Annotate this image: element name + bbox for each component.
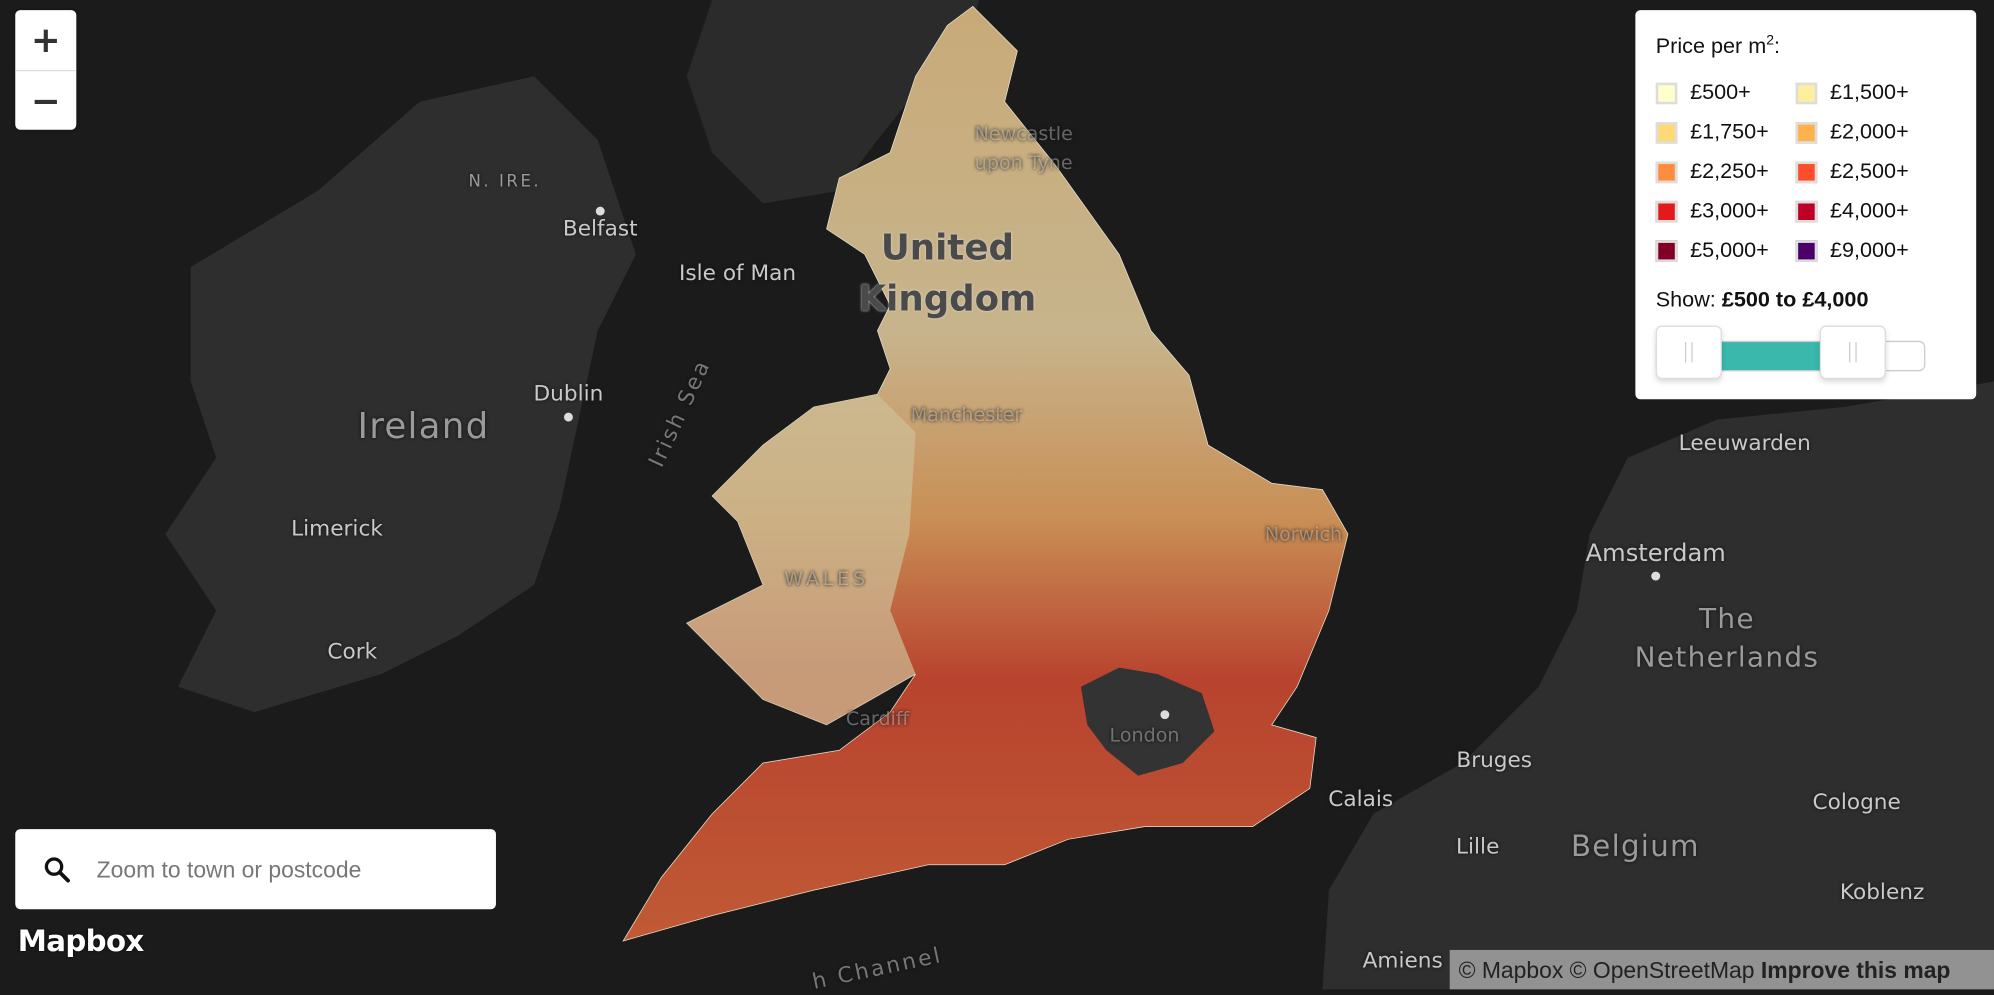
place-label: Belfast — [562, 216, 638, 242]
legend-label: £9,000+ — [1829, 238, 1909, 263]
legend-item: £2,500+ — [1795, 159, 1936, 186]
search-box — [15, 829, 496, 912]
zoom-in-button[interactable]: + — [15, 10, 76, 70]
legend-item: £1,500+ — [1795, 80, 1936, 107]
country-label: Belgium — [1570, 830, 1700, 864]
place-label: upon Tyne — [974, 151, 1073, 175]
legend-swatch — [1655, 82, 1678, 104]
legend-label: £4,000+ — [1829, 198, 1909, 223]
legend-title-sup: 2 — [1766, 33, 1775, 49]
attribution: © Mapbox © OpenStreetMap Improve this ma… — [1449, 949, 1994, 990]
price-range-slider[interactable] — [1655, 325, 1928, 381]
legend-swatch — [1655, 200, 1678, 223]
place-label: United — [880, 226, 1014, 269]
place-label: Kingdom — [858, 277, 1037, 320]
place-label: Netherlands — [1634, 642, 1820, 674]
mapbox-attribution-link[interactable]: © Mapbox — [1458, 957, 1564, 984]
legend-item: £2,250+ — [1655, 159, 1796, 186]
europe-land — [1322, 381, 1994, 990]
wales-region — [686, 394, 916, 725]
place-label: Isle of Man — [679, 260, 797, 287]
place-label: Norwich — [1264, 522, 1343, 546]
improve-map-link[interactable]: Improve this map — [1760, 957, 1951, 984]
zoom-out-button[interactable]: − — [15, 69, 77, 130]
country-label: The Netherlands — [1635, 602, 1820, 678]
legend-label: £1,750+ — [1690, 119, 1769, 144]
legend-swatch — [1795, 82, 1818, 104]
zoom-control: + − — [15, 10, 77, 130]
place-label: London — [1109, 723, 1180, 747]
ireland-land — [165, 76, 636, 713]
scotland-land — [686, 0, 980, 204]
legend-swatch — [1795, 200, 1818, 223]
osm-attribution-link[interactable]: © OpenStreetMap — [1569, 957, 1755, 984]
legend-label: £2,000+ — [1829, 119, 1909, 144]
place-label: Lille — [1456, 834, 1500, 860]
place-label: Limerick — [291, 516, 383, 542]
place-label: Amiens — [1362, 948, 1443, 975]
place-label: Koblenz — [1839, 880, 1925, 906]
legend-label: £2,250+ — [1690, 159, 1769, 184]
place-label: Leeuwarden — [1678, 431, 1811, 457]
legend-swatch — [1795, 161, 1818, 183]
slider-range-fill — [1716, 341, 1827, 370]
place-label: Cologne — [1812, 789, 1901, 816]
legend-swatch — [1655, 161, 1678, 183]
place-label: The — [1699, 604, 1755, 636]
place-label: Newcastle — [974, 122, 1073, 145]
place-label: Cardiff — [845, 707, 909, 730]
london-excluded-area — [1080, 667, 1215, 776]
legend-item: £1,750+ — [1655, 119, 1796, 146]
legend-item: £500+ — [1655, 80, 1796, 107]
city-dot — [563, 412, 573, 422]
city-dot — [1651, 571, 1661, 581]
place-label: Bruges — [1456, 747, 1533, 774]
legend-item: £4,000+ — [1795, 198, 1936, 225]
legend-panel: Price per m2: £500+ £1,500+ £1,750+ £2,000+… — [1635, 10, 1977, 400]
city-dot — [595, 206, 605, 216]
slider-max-handle[interactable] — [1819, 325, 1886, 379]
legend-title-text: Price per m — [1655, 33, 1767, 59]
legend-swatch — [1795, 121, 1818, 144]
legend-swatch — [1655, 121, 1678, 144]
legend-item: £5,000+ — [1655, 237, 1796, 264]
country-label-uk: United Kingdom — [859, 223, 1037, 325]
show-range: Show: £500 to £4,000 — [1656, 287, 1956, 312]
place-label: Calais — [1328, 787, 1394, 813]
legend-label: £500+ — [1690, 80, 1751, 105]
legend-label: £2,500+ — [1829, 159, 1909, 184]
place-label: Manchester — [910, 403, 1023, 427]
mapbox-logo[interactable]: Mapbox — [17, 925, 145, 959]
show-range-value: £500 to £4,000 — [1721, 286, 1869, 312]
legend-label: £1,500+ — [1829, 80, 1909, 105]
show-label: Show: — [1655, 286, 1716, 312]
legend-swatch — [1795, 239, 1818, 262]
legend-title: Price per m2: — [1656, 33, 1956, 59]
legend-items: £500+ £1,500+ £1,750+ £2,000+ £2,250+ £2,500+… — [1655, 80, 1956, 264]
legend-label: £5,000+ — [1690, 238, 1769, 263]
place-label: N. IRE. — [468, 172, 542, 192]
place-label: Amsterdam — [1585, 539, 1726, 568]
search-icon — [44, 857, 70, 883]
legend-swatch — [1655, 239, 1678, 262]
legend-item: £9,000+ — [1795, 237, 1936, 264]
legend-label: £3,000+ — [1690, 198, 1769, 223]
country-label: Ireland — [357, 405, 490, 447]
place-label: Dublin — [533, 381, 604, 407]
legend-title-suffix: : — [1774, 33, 1781, 59]
slider-min-handle[interactable] — [1655, 325, 1722, 379]
place-label: Cork — [327, 639, 378, 666]
legend-item: £2,000+ — [1795, 119, 1936, 146]
legend-item: £3,000+ — [1655, 198, 1796, 225]
search-input[interactable] — [94, 829, 481, 912]
region-label: WALES — [784, 567, 869, 591]
city-dot — [1160, 710, 1170, 720]
